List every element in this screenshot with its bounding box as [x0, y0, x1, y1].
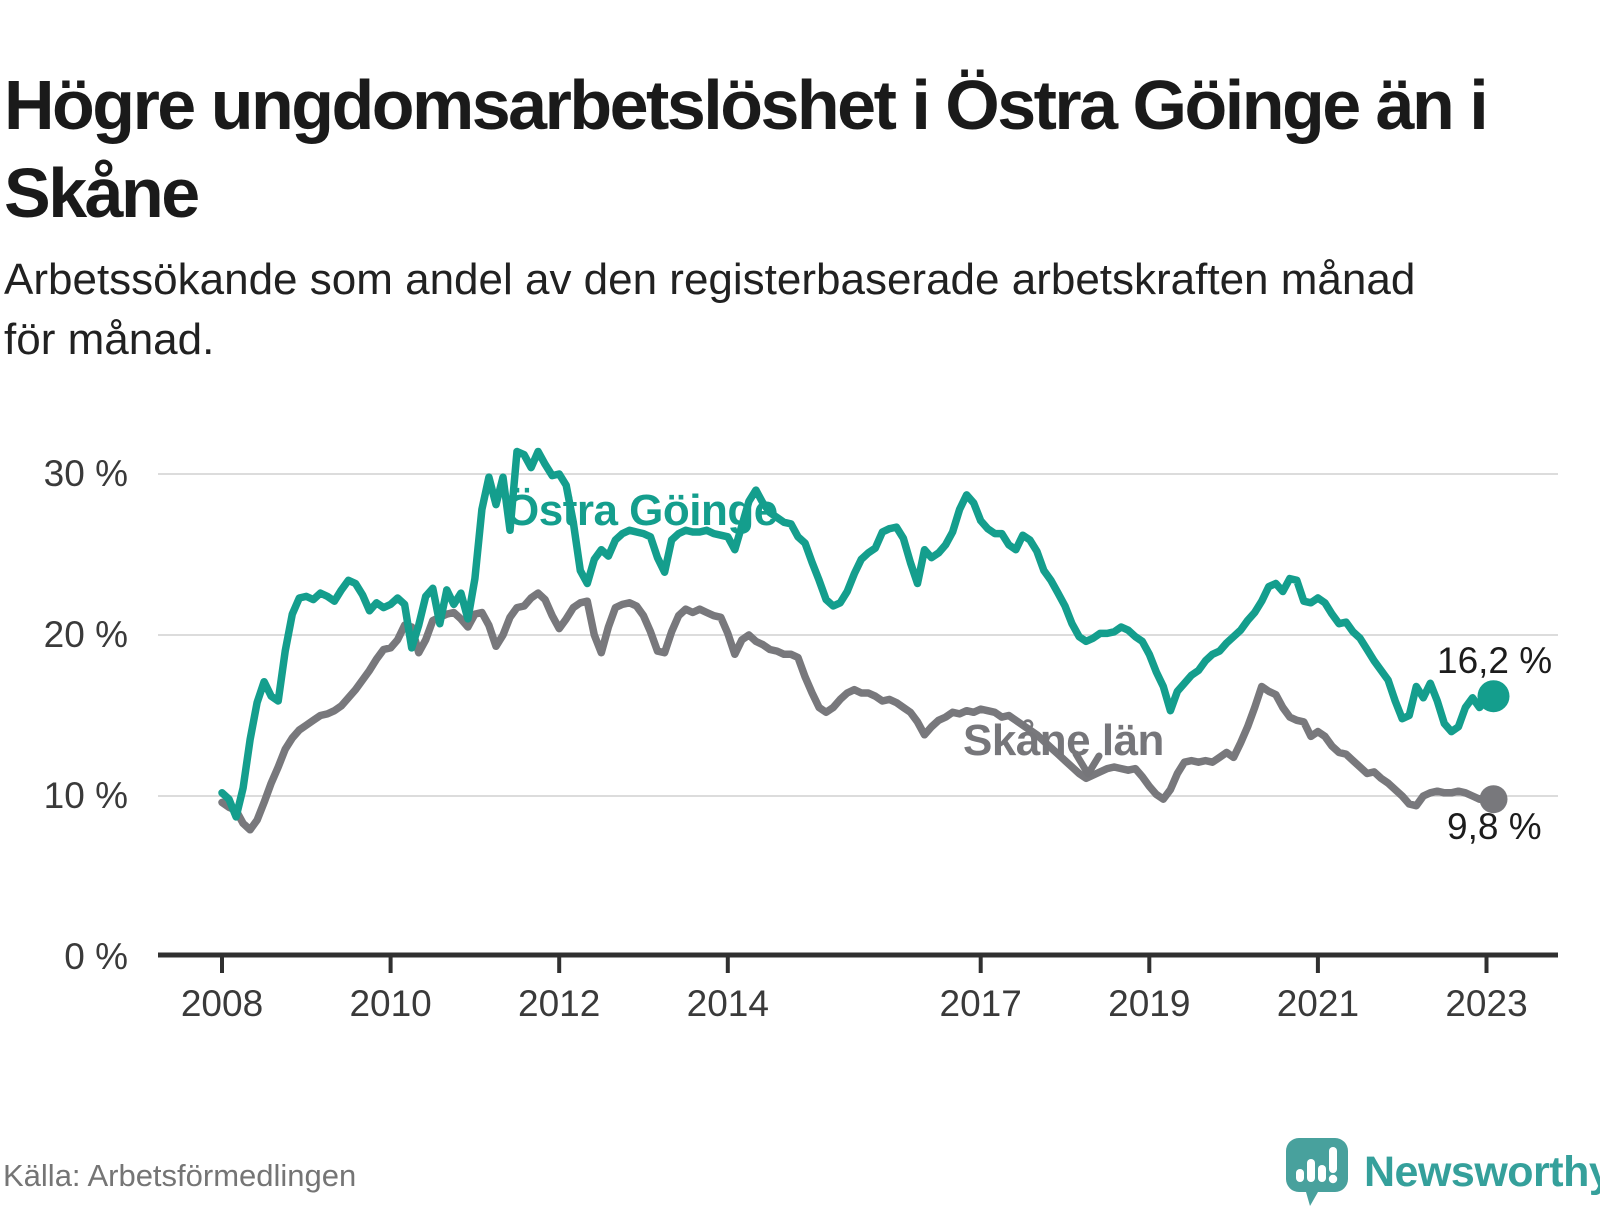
x-axis	[158, 952, 1558, 973]
page-subtitle: Arbetssökande som andel av den registerb…	[4, 250, 1584, 371]
end-dot-skane-lan	[1479, 785, 1508, 814]
x-tick-label: 2008	[180, 983, 264, 1024]
end-value-label-skane-lan: 9,8 %	[1447, 806, 1542, 847]
x-tick-label: 2021	[1276, 983, 1360, 1024]
y-tick-label: 20 %	[43, 614, 128, 655]
y-tick-label: 10 %	[43, 775, 128, 816]
x-tick-label: 2019	[1108, 983, 1191, 1024]
arrow-down-icon	[1072, 750, 1103, 778]
y-tick-label: 30 %	[43, 453, 128, 494]
speech-bubble-bar-chart-icon	[1286, 1138, 1348, 1206]
x-tick-label: 2010	[349, 983, 432, 1024]
source-note: Källa: Arbetsförmedlingen	[3, 1158, 357, 1193]
x-tick-label: 2023	[1445, 983, 1528, 1024]
end-value-label-ostra-goinge: 16,2 %	[1437, 640, 1553, 681]
page-title: Högre ungdomsarbetslöshet i Östra Göinge…	[4, 61, 1584, 237]
page-subtitle-line-1: Arbetssökande som andel av den registerb…	[4, 255, 1416, 304]
page-title-line-1: Högre ungdomsarbetslöshet i Östra Göinge…	[4, 65, 1489, 144]
brand-name: Newsworthy	[1364, 1147, 1600, 1196]
data-series	[218, 447, 1510, 834]
series-label-ostra-goinge: Östra Göinge	[505, 486, 778, 535]
series-label-skane-lan: Skåne län	[963, 716, 1164, 765]
x-tick-label: 2014	[686, 983, 769, 1024]
x-tick-label: 2017	[939, 983, 1022, 1024]
x-tick-label: 2012	[518, 983, 601, 1024]
gridlines	[158, 473, 1558, 797]
end-dot-ostra-goinge	[1477, 680, 1510, 713]
page-subtitle-line-2: för månad.	[4, 315, 215, 365]
newsworthy-brand: Newsworthy	[1286, 1138, 1600, 1206]
page-title-line-2: Skåne	[4, 154, 200, 233]
line-ostra-goinge	[218, 447, 1498, 821]
y-tick-label: 0 %	[64, 936, 128, 977]
line-skane-lan	[218, 589, 1498, 834]
